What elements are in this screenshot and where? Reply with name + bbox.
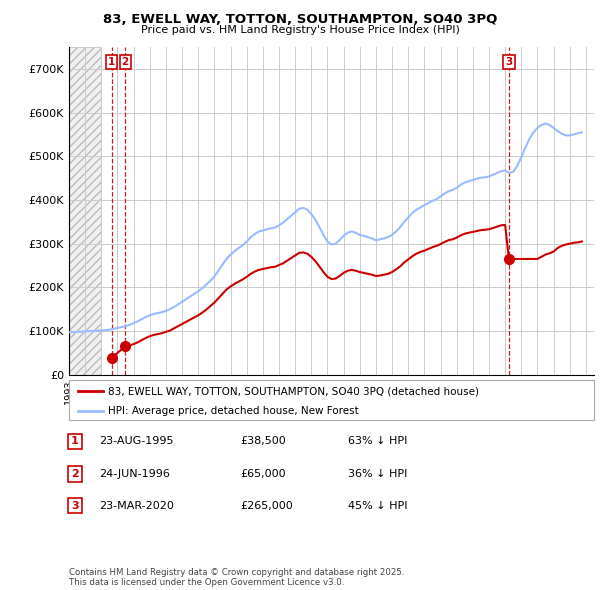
Text: 63% ↓ HPI: 63% ↓ HPI xyxy=(348,437,407,446)
Text: £38,500: £38,500 xyxy=(240,437,286,446)
Text: 23-MAR-2020: 23-MAR-2020 xyxy=(99,501,174,510)
Text: 36% ↓ HPI: 36% ↓ HPI xyxy=(348,469,407,478)
Text: Contains HM Land Registry data © Crown copyright and database right 2025.
This d: Contains HM Land Registry data © Crown c… xyxy=(69,568,404,587)
Text: HPI: Average price, detached house, New Forest: HPI: Average price, detached house, New … xyxy=(109,407,359,417)
FancyBboxPatch shape xyxy=(69,380,594,420)
Text: 3: 3 xyxy=(71,501,79,510)
Text: 83, EWELL WAY, TOTTON, SOUTHAMPTON, SO40 3PQ: 83, EWELL WAY, TOTTON, SOUTHAMPTON, SO40… xyxy=(103,13,497,26)
Text: 24-JUN-1996: 24-JUN-1996 xyxy=(99,469,170,478)
Text: £65,000: £65,000 xyxy=(240,469,286,478)
Bar xyxy=(69,47,101,375)
Text: 23-AUG-1995: 23-AUG-1995 xyxy=(99,437,173,446)
Text: 1: 1 xyxy=(71,437,79,446)
Text: 45% ↓ HPI: 45% ↓ HPI xyxy=(348,501,407,510)
Text: 2: 2 xyxy=(71,469,79,478)
Text: 2: 2 xyxy=(122,57,129,67)
Text: Price paid vs. HM Land Registry's House Price Index (HPI): Price paid vs. HM Land Registry's House … xyxy=(140,25,460,35)
Text: £265,000: £265,000 xyxy=(240,501,293,510)
Text: 1: 1 xyxy=(108,57,115,67)
Text: 83, EWELL WAY, TOTTON, SOUTHAMPTON, SO40 3PQ (detached house): 83, EWELL WAY, TOTTON, SOUTHAMPTON, SO40… xyxy=(109,386,479,396)
Text: 3: 3 xyxy=(505,57,512,67)
